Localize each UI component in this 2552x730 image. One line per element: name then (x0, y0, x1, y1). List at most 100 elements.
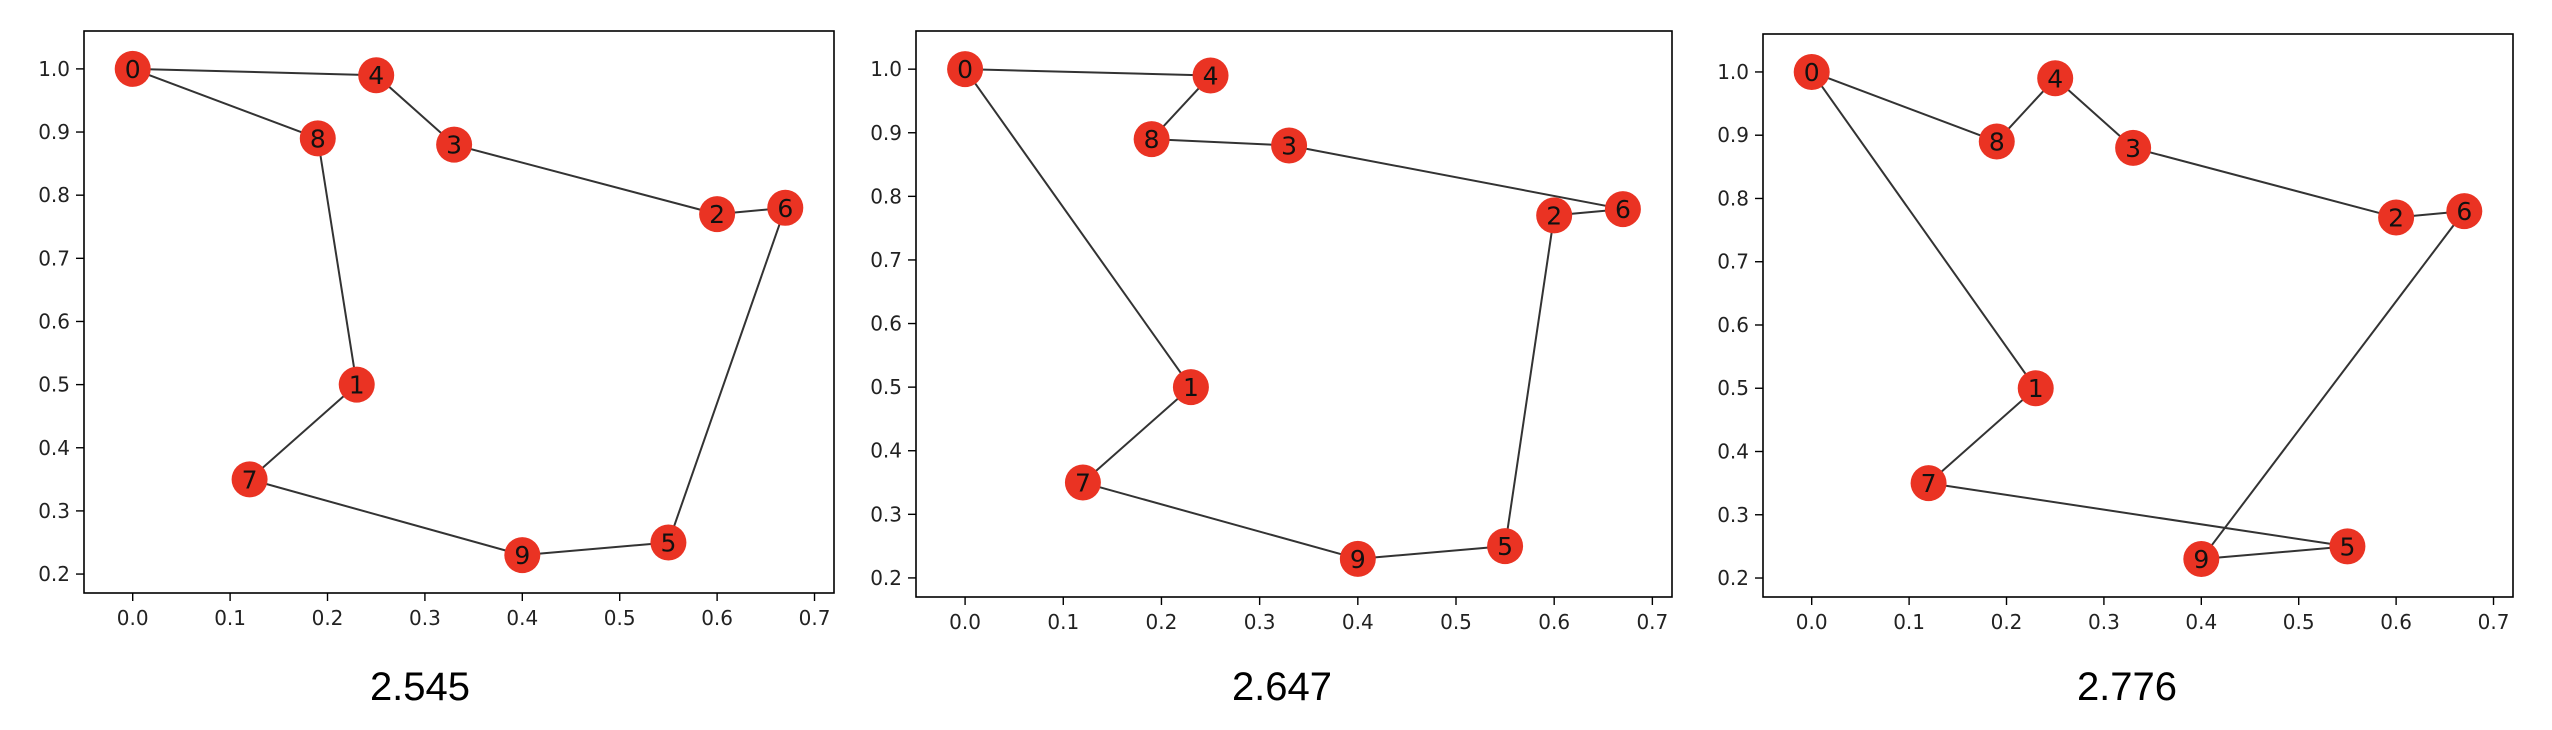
node-label-9: 9 (514, 541, 530, 570)
x-tick-label: 0.3 (2088, 610, 2120, 634)
y-tick-label: 0.8 (38, 183, 70, 207)
y-tick-label: 0.9 (870, 121, 902, 145)
y-tick-label: 0.4 (38, 436, 70, 460)
node-1 (338, 366, 375, 403)
y-tick-label: 0.5 (870, 375, 902, 399)
node-label-7: 7 (1921, 469, 1937, 498)
y-tick-label: 0.6 (870, 312, 902, 336)
node-3 (436, 126, 473, 163)
x-tick-label: 0.1 (214, 606, 246, 630)
x-tick-label: 0.5 (2283, 610, 2315, 634)
node-label-8: 8 (1144, 125, 1160, 154)
tour-length-caption: 2.545 (370, 665, 470, 709)
x-tick-label: 0.7 (799, 606, 831, 630)
y-tick-label: 0.7 (38, 246, 70, 270)
y-tick-label: 0.7 (1717, 250, 1749, 274)
node-7 (231, 461, 268, 498)
edge-9-7 (249, 478, 523, 557)
node-4 (358, 57, 395, 94)
node-8 (1978, 123, 2015, 160)
node-4 (1192, 57, 1229, 94)
x-tick-label: 0.0 (117, 606, 149, 630)
edge-1-0 (964, 68, 1192, 388)
x-tick-label: 0.2 (1991, 610, 2023, 634)
edge-5-7 (1928, 482, 2348, 548)
edge-1-0 (1810, 71, 2037, 389)
plot-frame (1762, 33, 2514, 598)
node-label-3: 3 (2125, 134, 2141, 163)
node-label-8: 8 (310, 124, 326, 153)
y-tick-label: 0.8 (870, 184, 902, 208)
y-tick-label: 0.4 (1717, 440, 1749, 464)
node-0 (947, 51, 984, 88)
node-3 (2115, 129, 2152, 166)
node-label-7: 7 (242, 465, 258, 494)
edge-3-2 (2132, 146, 2397, 219)
x-tick-label: 0.0 (949, 610, 981, 634)
node-9 (504, 537, 541, 574)
node-8 (1133, 121, 1170, 158)
edge-0-8 (1811, 71, 1998, 143)
x-tick-label: 0.5 (604, 606, 636, 630)
node-6 (767, 189, 804, 226)
x-tick-label: 0.6 (701, 606, 733, 630)
node-label-9: 9 (1350, 545, 1366, 574)
node-6 (1604, 191, 1641, 228)
edge-5-9 (522, 541, 669, 557)
y-tick-label: 0.5 (1717, 376, 1749, 400)
y-tick-label: 0.9 (1717, 123, 1749, 147)
node-label-9: 9 (2193, 545, 2209, 574)
x-tick-label: 0.6 (1538, 610, 1570, 634)
y-tick-label: 0.3 (870, 502, 902, 526)
edge-0-4 (132, 67, 377, 77)
node-label-6: 6 (1615, 195, 1631, 224)
node-label-3: 3 (446, 131, 462, 160)
y-tick-label: 0.3 (38, 499, 70, 523)
x-tick-label: 0.1 (1047, 610, 1079, 634)
y-tick-label: 0.2 (38, 562, 70, 586)
node-label-2: 2 (709, 200, 725, 229)
x-tick-label: 0.7 (1636, 610, 1668, 634)
edge-1-8 (316, 138, 358, 385)
edge-7-1 (248, 383, 358, 481)
plot-frame (83, 30, 835, 594)
edge-5-9 (1357, 545, 1506, 560)
edge-3-6 (1288, 144, 1624, 211)
node-1 (2017, 370, 2054, 407)
edge-6-5 (667, 207, 787, 543)
x-tick-label: 0.3 (1244, 610, 1276, 634)
node-9 (2183, 541, 2220, 578)
tour-length-caption: 2.776 (2077, 665, 2177, 709)
node-1 (1172, 369, 1209, 406)
tour-length-caption: 2.647 (1232, 665, 1332, 709)
y-tick-label: 1.0 (870, 57, 902, 81)
edge-2-5 (1504, 215, 1556, 547)
node-2 (1536, 197, 1573, 234)
x-tick-label: 0.6 (2380, 610, 2412, 634)
edge-7-1 (1927, 387, 2037, 484)
node-label-5: 5 (2339, 532, 2355, 561)
y-tick-label: 0.6 (1717, 313, 1749, 337)
node-label-6: 6 (777, 194, 793, 223)
edge-9-7 (1082, 481, 1359, 560)
edge-7-1 (1082, 386, 1192, 484)
y-tick-label: 0.8 (1717, 186, 1749, 210)
node-label-3: 3 (1281, 131, 1297, 160)
y-tick-label: 0.2 (1717, 566, 1749, 590)
x-tick-label: 0.2 (1146, 610, 1178, 634)
y-tick-label: 0.9 (38, 120, 70, 144)
node-label-1: 1 (2028, 374, 2044, 403)
node-label-0: 0 (125, 55, 141, 84)
node-label-4: 4 (368, 61, 384, 90)
node-6 (2446, 193, 2483, 230)
node-2 (699, 196, 736, 233)
node-label-8: 8 (1989, 128, 2005, 157)
edge-0-4 (965, 68, 1211, 77)
node-label-6: 6 (2456, 197, 2472, 226)
y-tick-label: 0.7 (870, 248, 902, 272)
chart-panel-2: 0.0 0.1 0.2 0.3 0.4 0.5 0.6 0.7 0.2 0.3 0.4 0.5 0.6 0… (870, 30, 1673, 709)
node-label-2: 2 (2388, 203, 2404, 232)
node-label-7: 7 (1075, 469, 1091, 498)
node-9 (1339, 540, 1376, 577)
x-tick-label: 0.1 (1893, 610, 1925, 634)
